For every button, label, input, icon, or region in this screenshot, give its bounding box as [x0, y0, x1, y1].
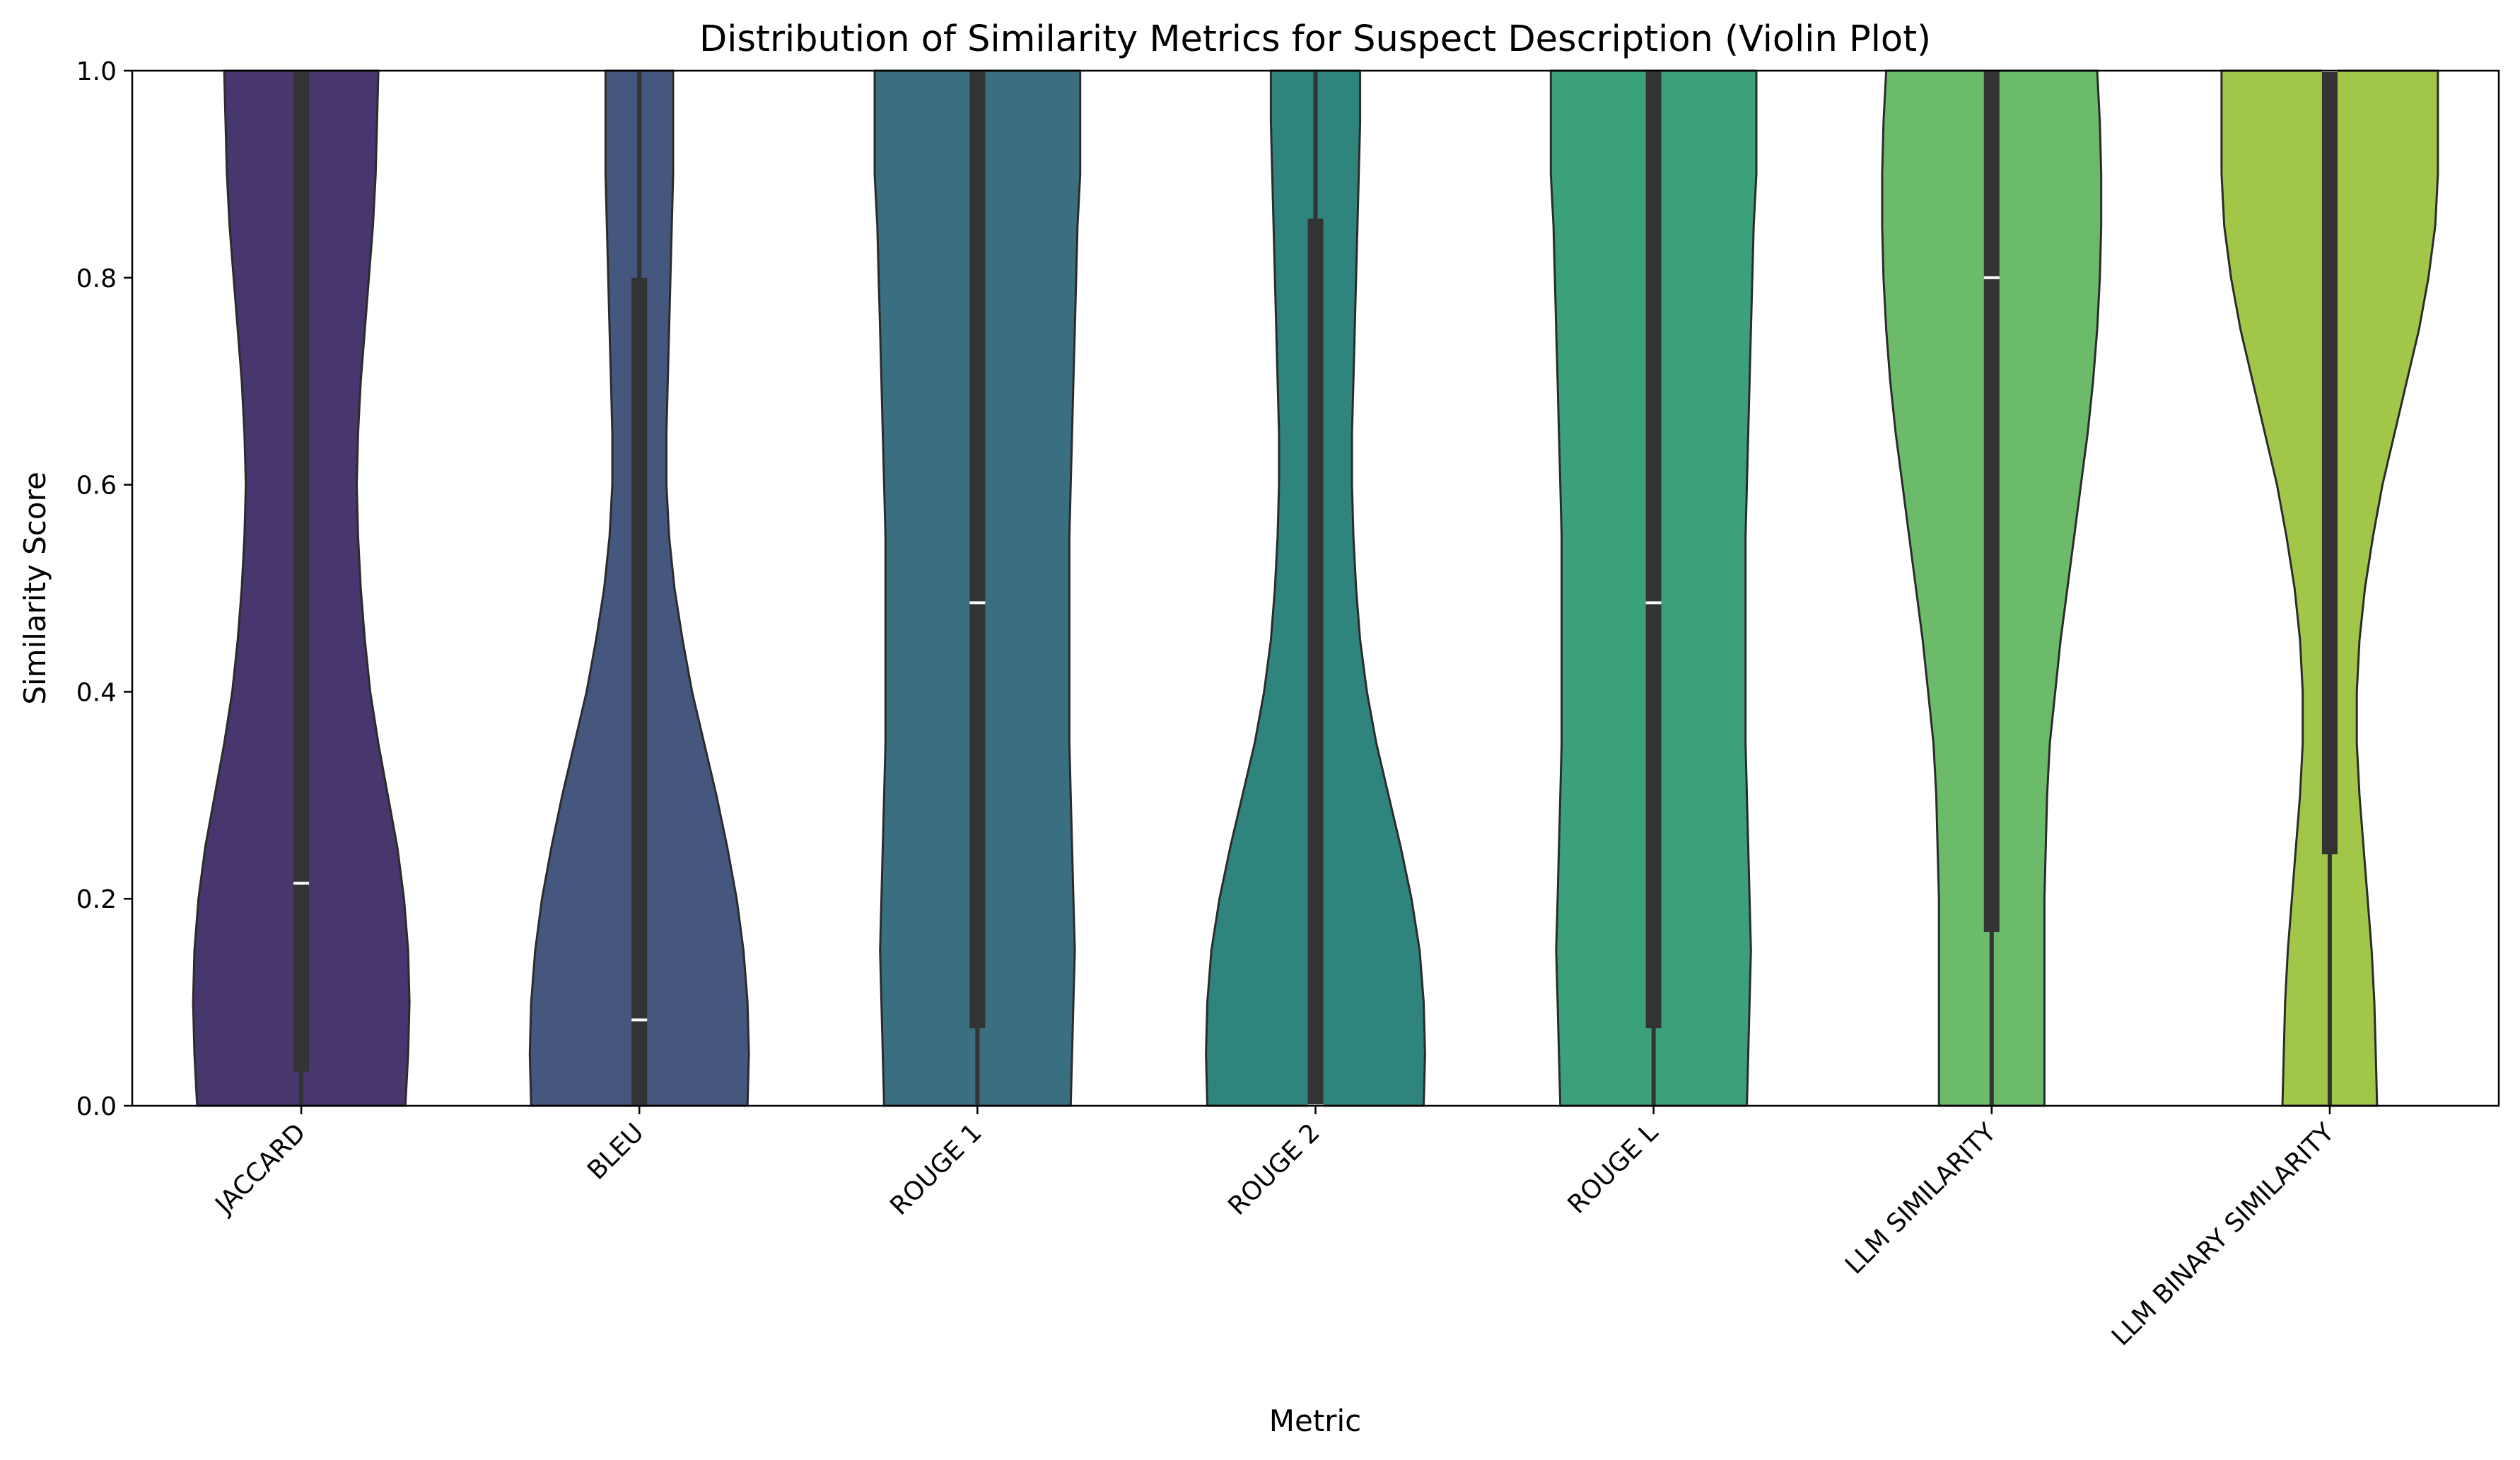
x-tick-label: LLM SIMILARITY — [1840, 1118, 2002, 1280]
iqr-box — [1307, 218, 1324, 1106]
iqr-box — [631, 277, 648, 1106]
iqr-box — [969, 71, 986, 1029]
y-axis-label: Similarity Score — [18, 472, 52, 705]
y-tick-label: 0.8 — [76, 264, 117, 293]
x-tick-label: BLEU — [582, 1118, 649, 1185]
violins-group — [192, 69, 2439, 1107]
inner-boxes-group — [293, 69, 2338, 1107]
y-tick-label: 1.0 — [76, 57, 117, 86]
x-tick-label: LLM BINARY SIMILARITY — [2106, 1118, 2340, 1352]
iqr-box — [293, 71, 310, 1072]
chart-title: Distribution of Similarity Metrics for S… — [699, 18, 1931, 60]
iqr-box — [1983, 71, 2000, 933]
x-tick-label: ROUGE 1 — [885, 1118, 987, 1220]
y-tick-label: 0.0 — [76, 1092, 117, 1121]
x-tick-label: ROUGE 2 — [1223, 1118, 1325, 1220]
x-axis: JACCARD BLEU ROUGE 1 ROUGE 2 ROUGE L LLM SIMI… — [209, 1106, 2340, 1352]
y-tick-label: 0.2 — [76, 885, 117, 914]
iqr-box — [1645, 71, 1662, 1029]
y-tick-label: 0.4 — [76, 678, 117, 707]
x-tick-label: ROUGE L — [1563, 1118, 1664, 1219]
x-axis-label: Metric — [1269, 1403, 1362, 1438]
iqr-box — [2321, 71, 2338, 855]
y-tick-label: 0.6 — [76, 472, 117, 501]
x-tick-label: JACCARD — [209, 1118, 312, 1220]
y-axis: 0.0 0.2 0.4 0.6 0.8 1.0 — [76, 57, 132, 1121]
